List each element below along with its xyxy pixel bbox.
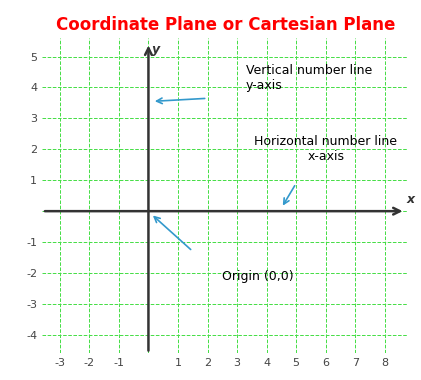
Text: Horizontal number line
x-axis: Horizontal number line x-axis	[254, 135, 397, 163]
Text: y: y	[152, 43, 160, 55]
Text: Origin (0,0): Origin (0,0)	[222, 269, 294, 283]
Text: x: x	[407, 193, 415, 206]
Text: Vertical number line
y-axis: Vertical number line y-axis	[246, 64, 372, 92]
Title: Coordinate Plane or Cartesian Plane: Coordinate Plane or Cartesian Plane	[56, 16, 395, 34]
